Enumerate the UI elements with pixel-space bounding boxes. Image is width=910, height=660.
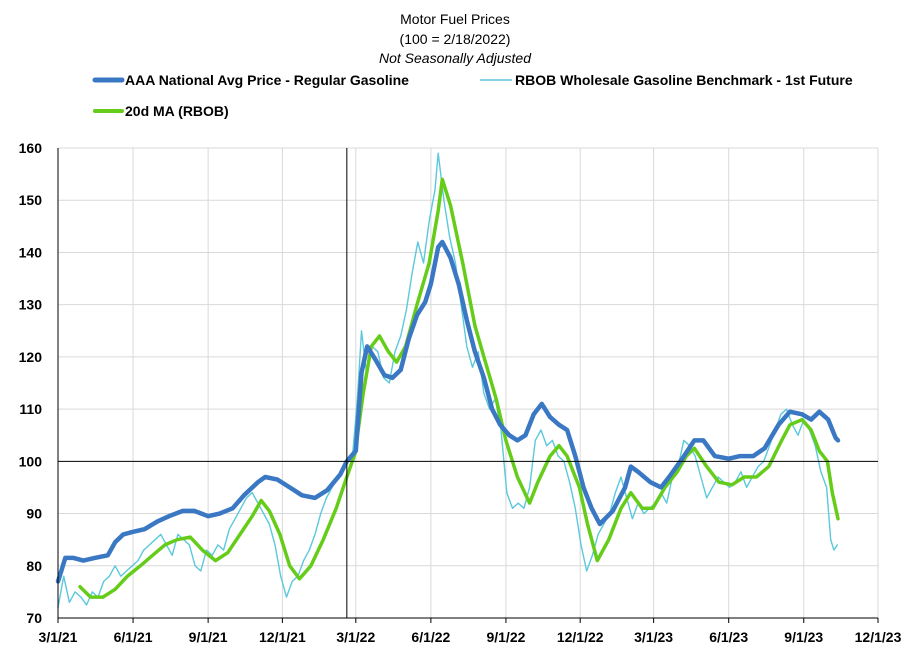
x-tick-label: 12/1/21 xyxy=(259,629,306,645)
x-tick-label: 6/1/21 xyxy=(114,629,153,645)
y-tick-label: 140 xyxy=(19,244,43,260)
x-tick-label: 12/1/22 xyxy=(557,629,604,645)
legend-label-rbob: RBOB Wholesale Gasoline Benchmark - 1st … xyxy=(515,72,853,88)
x-tick-label: 6/1/23 xyxy=(709,629,748,645)
y-tick-label: 130 xyxy=(19,297,43,313)
x-tick-label: 9/1/22 xyxy=(486,629,525,645)
x-tick-label: 12/1/23 xyxy=(855,629,902,645)
y-tick-label: 110 xyxy=(19,401,42,417)
legend-label-aaa: AAA National Avg Price - Regular Gasolin… xyxy=(125,72,409,88)
y-tick-label: 80 xyxy=(26,558,42,574)
y-tick-label: 120 xyxy=(19,349,43,365)
gridlines xyxy=(58,147,879,619)
series-lines xyxy=(55,152,841,609)
chart-subtitle-2: Not Seasonally Adjusted xyxy=(379,50,532,66)
series-rbob-line xyxy=(57,152,838,609)
chart-subtitle: (100 = 2/18/2022) xyxy=(400,31,511,47)
legend: AAA National Avg Price - Regular Gasolin… xyxy=(92,72,853,119)
x-tick-label: 3/1/22 xyxy=(336,629,375,645)
legend-label-ma: 20d MA (RBOB) xyxy=(125,103,229,119)
series-aaa-line xyxy=(55,239,841,584)
y-tick-label: 160 xyxy=(19,140,43,156)
x-tick-label: 9/1/23 xyxy=(784,629,823,645)
tick-labels: 70 80 90 100 110 120 130 140 150 160 3/1/21 6/1/21 9… xyxy=(19,140,902,645)
x-tick-label: 3/1/21 xyxy=(39,629,78,645)
chart-title: Motor Fuel Prices xyxy=(400,11,510,27)
y-tick-label: 70 xyxy=(26,610,42,626)
axes xyxy=(57,148,879,623)
x-tick-label: 3/1/23 xyxy=(634,629,673,645)
x-tick-label: 9/1/21 xyxy=(189,629,228,645)
series-ma-line xyxy=(78,177,840,599)
y-tick-label: 100 xyxy=(19,453,43,469)
y-tick-label: 90 xyxy=(26,506,42,522)
x-tick-label: 6/1/22 xyxy=(411,629,450,645)
y-tick-label: 150 xyxy=(19,192,43,208)
